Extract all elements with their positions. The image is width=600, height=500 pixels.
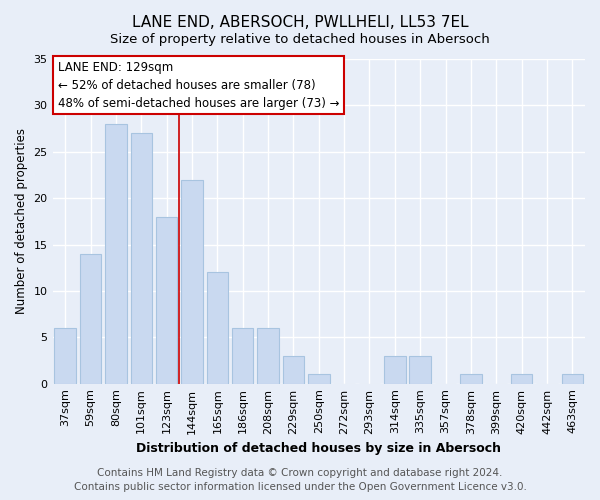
Bar [384, 356, 406, 384]
Bar [206, 272, 228, 384]
Bar [181, 180, 203, 384]
Bar [105, 124, 127, 384]
Bar [409, 356, 431, 384]
Text: Contains HM Land Registry data © Crown copyright and database right 2024.
Contai: Contains HM Land Registry data © Crown c… [74, 468, 526, 492]
Bar [283, 356, 304, 384]
Bar [562, 374, 583, 384]
Text: LANE END, ABERSOCH, PWLLHELI, LL53 7EL: LANE END, ABERSOCH, PWLLHELI, LL53 7EL [131, 15, 469, 30]
Bar [308, 374, 329, 384]
X-axis label: Distribution of detached houses by size in Abersoch: Distribution of detached houses by size … [136, 442, 501, 455]
Bar [232, 328, 253, 384]
Text: Size of property relative to detached houses in Abersoch: Size of property relative to detached ho… [110, 32, 490, 46]
Bar [156, 216, 178, 384]
Text: LANE END: 129sqm
← 52% of detached houses are smaller (78)
48% of semi-detached : LANE END: 129sqm ← 52% of detached house… [58, 60, 340, 110]
Bar [55, 328, 76, 384]
Bar [80, 254, 101, 384]
Bar [131, 133, 152, 384]
Bar [511, 374, 532, 384]
Bar [257, 328, 279, 384]
Bar [460, 374, 482, 384]
Y-axis label: Number of detached properties: Number of detached properties [15, 128, 28, 314]
